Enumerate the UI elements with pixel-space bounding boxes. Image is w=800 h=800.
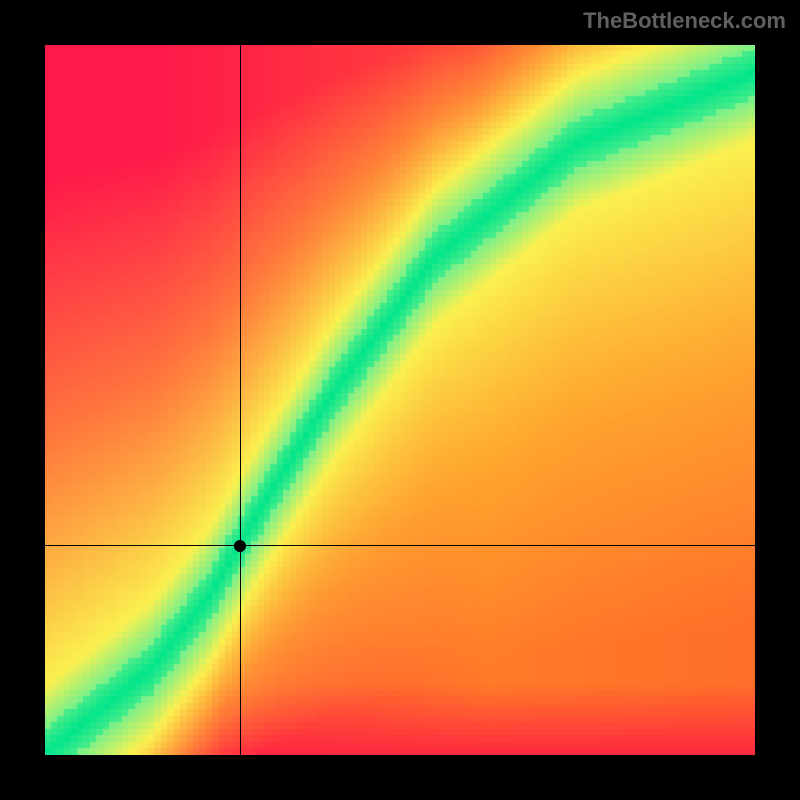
heatmap-canvas <box>45 45 755 755</box>
crosshair-horizontal <box>45 545 755 546</box>
crosshair-vertical <box>240 45 241 755</box>
marker-point <box>234 540 246 552</box>
watermark-text: TheBottleneck.com <box>583 8 786 34</box>
heatmap-plot-area <box>45 45 755 755</box>
